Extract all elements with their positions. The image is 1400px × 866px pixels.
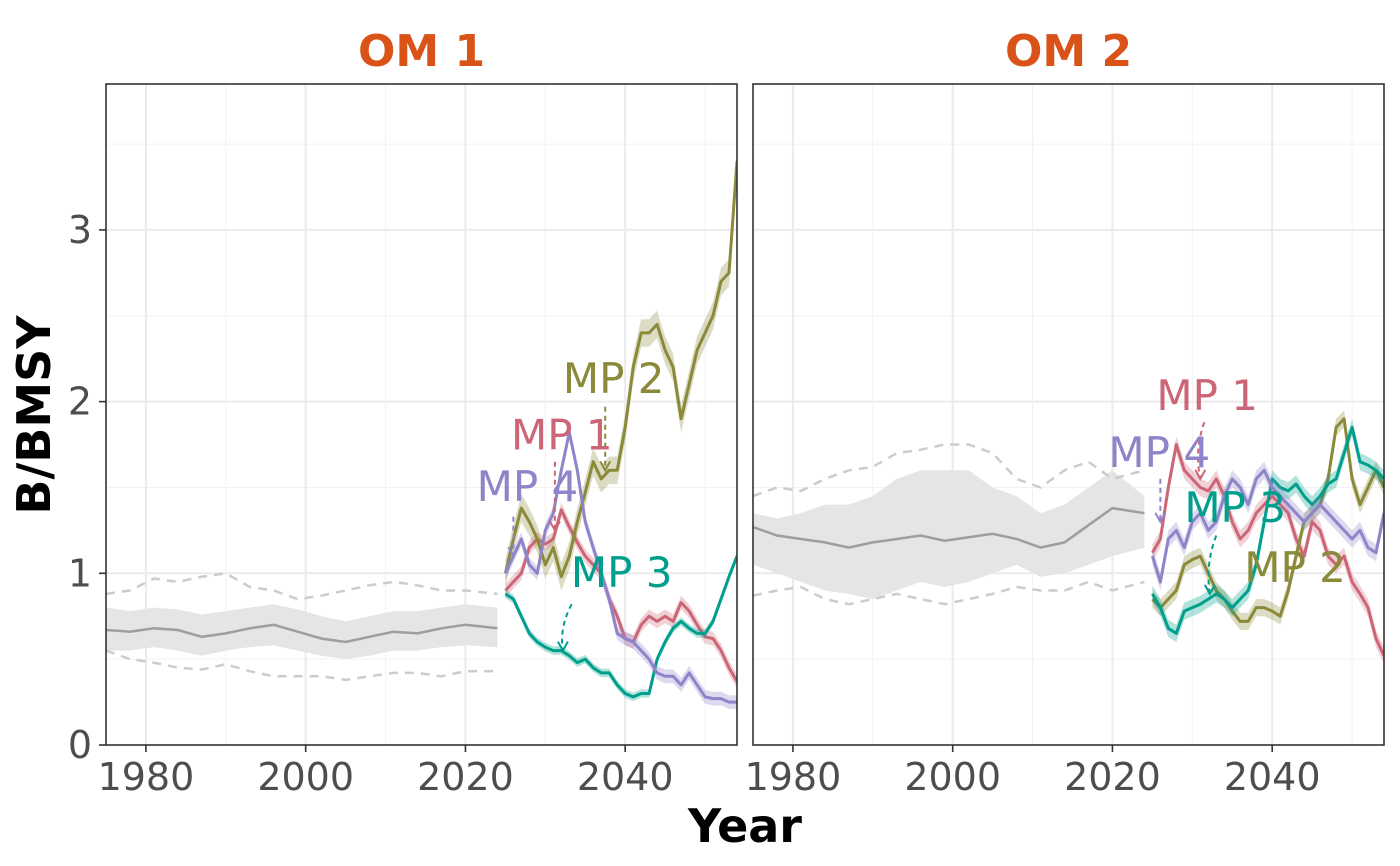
x-tick-label: 1980: [98, 755, 195, 799]
series-label-mp-4: MP 4: [1108, 428, 1210, 524]
series-label-mp-2: MP 2: [1244, 543, 1346, 592]
series-label-text: MP 1: [1156, 371, 1258, 420]
x-tick-label: 2040: [577, 755, 674, 799]
series-label-text: MP 1: [511, 411, 613, 460]
historical-median-line: [106, 623, 498, 644]
panel-titles: OM 1 OM 2: [358, 26, 1132, 77]
panel-title: OM 2: [1005, 26, 1132, 77]
label-arrow: [1207, 535, 1218, 595]
series-line: [504, 555, 737, 699]
label-arrow: [561, 603, 573, 651]
series-mp-3: [1151, 418, 1384, 642]
series-line: [1150, 468, 1384, 584]
plot-area: [106, 147, 737, 709]
panel-1: MP 2 MP 1MP 4 MP 3 1980 2000 2020 2040: [98, 83, 738, 799]
y-axis-ticks: 0 1 2 3: [68, 208, 106, 767]
x-tick-label: 1980: [745, 755, 842, 799]
label-arrow: [1197, 421, 1206, 480]
series-label-text: MP 4: [1108, 428, 1210, 477]
y-tick-label: 2: [68, 380, 92, 424]
series-label-text: MP 2: [1244, 543, 1346, 592]
plot-area: [753, 410, 1384, 665]
y-tick-label: 0: [68, 723, 92, 767]
label-arrowhead: [1204, 584, 1216, 596]
series-label-mp-3: MP 3: [1184, 483, 1286, 596]
label-arrowhead: [599, 460, 612, 473]
panel-2: MP 1 MP 4 MP 3 MP 2 1980 2000 2020 2040: [745, 83, 1385, 799]
label-arrowhead: [1154, 512, 1167, 524]
series-band: [1152, 436, 1384, 665]
series-mp-2: [1151, 410, 1384, 630]
series-label-text: MP 2: [563, 354, 665, 403]
series-line: [504, 431, 737, 704]
series-label-text: MP 3: [571, 548, 673, 597]
series-label-mp-1: MP 1: [511, 411, 613, 533]
label-arrowhead: [1194, 469, 1207, 481]
series-band: [505, 551, 737, 702]
x-axis-ticks: 1980 2000 2020 2040: [98, 745, 674, 799]
label-arrowhead: [557, 641, 569, 653]
historical-median-line: [753, 506, 1145, 549]
series-line: [503, 161, 737, 579]
x-tick-label: 2040: [1224, 755, 1321, 799]
series-band: [1152, 461, 1384, 591]
gridlines: [753, 84, 1384, 745]
x-tick-label: 2000: [257, 755, 354, 799]
series-mp-4: [504, 425, 737, 709]
panel-border: [752, 83, 1385, 746]
x-tick-label: 2020: [417, 755, 514, 799]
series-label-text: MP 3: [1184, 483, 1286, 532]
panel-border: [105, 83, 738, 746]
series-label-mp-1: MP 1: [1156, 371, 1258, 481]
series-label-text: MP 4: [477, 462, 579, 511]
historical-upper-bound: [106, 572, 498, 601]
historical-upper-bound: [753, 443, 1145, 498]
historical-lower-bound: [106, 649, 498, 682]
y-tick-label: 1: [68, 551, 92, 595]
series-label-mp-3: MP 3: [557, 548, 673, 653]
y-tick-label: 3: [68, 208, 92, 252]
historical-band: [753, 470, 1145, 600]
series-mp-2: [503, 147, 737, 591]
panel-title: OM 1: [358, 26, 485, 77]
x-axis-title: Year: [687, 799, 802, 853]
series-line: [1151, 425, 1384, 635]
panel-background: [753, 84, 1384, 745]
series-mp-3: [504, 551, 737, 702]
series-mp-4: [1150, 461, 1384, 591]
x-tick-label: 2000: [904, 755, 1001, 799]
series-band: [505, 147, 737, 591]
label-arrowhead: [507, 546, 520, 559]
x-axis-ticks: 1980 2000 2020 2040: [745, 745, 1321, 799]
historical-lower-bound: [753, 580, 1145, 606]
x-tick-label: 2020: [1064, 755, 1161, 799]
series-line: [1151, 417, 1384, 623]
series-label-mp-2: MP 2: [563, 354, 665, 473]
series-label-mp-4: MP 4: [477, 462, 579, 559]
y-axis-title: B/BMSY: [7, 315, 61, 515]
label-arrowhead: [549, 520, 561, 533]
